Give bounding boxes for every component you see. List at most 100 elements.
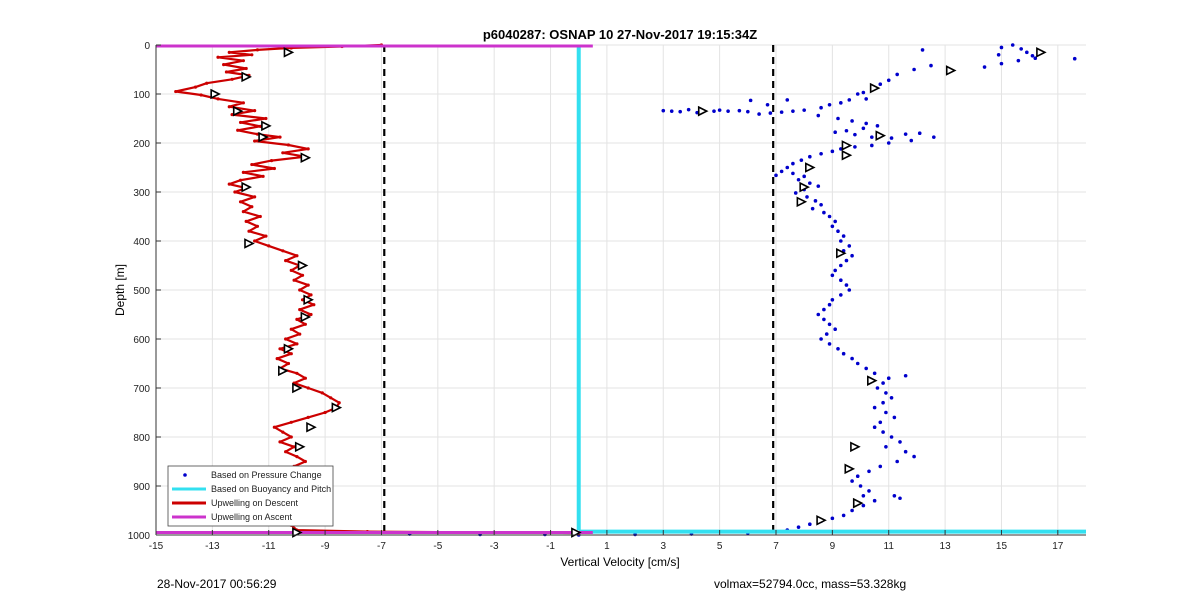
- triangle-marker: [796, 196, 808, 208]
- pressure-point: [861, 126, 866, 131]
- descent-point: [295, 254, 299, 258]
- pressure-point: [827, 214, 832, 219]
- pressure-point: [816, 184, 821, 188]
- legend: Based on Pressure Change Based on Buoyanc…: [167, 465, 334, 527]
- descent-point: [286, 143, 291, 147]
- x-tick-label: -7: [377, 541, 386, 552]
- pressure-point: [855, 474, 860, 479]
- pressure-point: [892, 415, 897, 420]
- descent-point: [300, 273, 305, 277]
- x-tick-label: 9: [830, 541, 836, 552]
- y-tick-label: 300: [133, 188, 150, 199]
- pressure-point: [982, 65, 987, 69]
- triangle-marker: [306, 421, 317, 433]
- descent-point: [303, 376, 307, 380]
- pressure-point: [839, 263, 843, 268]
- pressure-point: [920, 48, 925, 52]
- descent-point: [264, 116, 268, 121]
- descent-point: [264, 234, 268, 238]
- descent-point: [306, 415, 310, 419]
- descent-point: [269, 159, 274, 163]
- descent-point: [275, 357, 279, 361]
- y-tick-label: 900: [133, 482, 150, 493]
- x-tick-label: -11: [262, 541, 276, 552]
- pressure-point: [808, 181, 812, 185]
- pressure-point: [1019, 47, 1023, 51]
- y-tick-label: 700: [133, 384, 150, 395]
- descent-point: [174, 89, 178, 94]
- pressure-point: [872, 405, 877, 410]
- triangle-marker: [261, 120, 272, 132]
- pressure-point: [903, 373, 908, 378]
- pressure-point: [892, 494, 897, 498]
- pressure-point: [830, 298, 835, 302]
- descent-point: [303, 322, 307, 326]
- descent-point: [255, 132, 260, 136]
- descent-point: [247, 229, 251, 233]
- pressure-point: [844, 258, 849, 263]
- x-axis-label: Vertical Velocity [cm/s]: [560, 555, 679, 569]
- descent-point: [253, 139, 257, 143]
- y-axis-label: Depth [m]: [113, 264, 127, 316]
- grid: [155, 44, 1086, 536]
- pressure-point: [793, 191, 798, 195]
- triangle-marker: [850, 441, 861, 453]
- pressure-point: [661, 108, 666, 113]
- pressure-point: [796, 177, 801, 182]
- pressure-point: [850, 479, 854, 483]
- pressure-point: [864, 121, 868, 126]
- pressure-point: [805, 195, 809, 199]
- pressure-point: [833, 268, 837, 273]
- descent-point: [306, 386, 310, 390]
- pressure-point: [717, 108, 722, 112]
- descent-point: [281, 430, 285, 434]
- descent-point: [238, 178, 243, 182]
- pressure-point: [867, 489, 871, 493]
- descent-point: [292, 278, 296, 282]
- footer-vol-mass: volmax=52794.0cc, mass=53.328kg: [714, 577, 907, 591]
- pressure-point: [912, 454, 916, 459]
- descent-point: [227, 50, 231, 54]
- descent-line: [174, 43, 579, 535]
- pressure-point: [833, 219, 837, 224]
- pressure-point: [917, 131, 922, 135]
- x-tick-label: -15: [149, 541, 164, 552]
- pressure-point: [791, 161, 795, 166]
- pressure-point: [861, 494, 866, 498]
- pressure-point: [881, 430, 885, 434]
- pressure-point: [903, 132, 908, 136]
- triangle-marker: [283, 343, 295, 355]
- descent-point: [289, 327, 293, 331]
- pressure-point: [816, 312, 821, 317]
- triangle-marker: [816, 515, 827, 526]
- triangle-marker: [300, 311, 312, 323]
- triangle-marker: [869, 82, 881, 94]
- pressure-point: [932, 135, 936, 139]
- pressure-point: [884, 391, 888, 395]
- descent-point: [295, 455, 299, 459]
- pressure-point: [830, 149, 835, 154]
- descent-point: [261, 174, 265, 178]
- pressure-point: [844, 128, 849, 133]
- descent-point: [337, 401, 341, 405]
- pressure-point: [1010, 43, 1015, 47]
- pressure-point: [726, 109, 730, 113]
- triangle-marker: [300, 152, 312, 163]
- pressure-point: [886, 78, 891, 83]
- triangle-marker: [331, 402, 343, 413]
- pressure-point: [785, 165, 790, 170]
- descent-point: [289, 268, 293, 272]
- descent-point: [284, 337, 288, 341]
- pressure-point: [746, 109, 750, 114]
- descent-point: [238, 120, 243, 125]
- x-tick-label: 15: [996, 541, 1008, 552]
- x-tick-label: 17: [1052, 541, 1064, 552]
- descent-point: [241, 101, 245, 105]
- descent-point: [272, 166, 276, 171]
- pressure-point: [833, 130, 837, 135]
- pressure-point: [850, 253, 854, 258]
- descent-point: [216, 97, 220, 101]
- triangle-marker: [241, 71, 252, 83]
- descent-point: [233, 190, 237, 194]
- x-tick-label: -3: [490, 541, 499, 552]
